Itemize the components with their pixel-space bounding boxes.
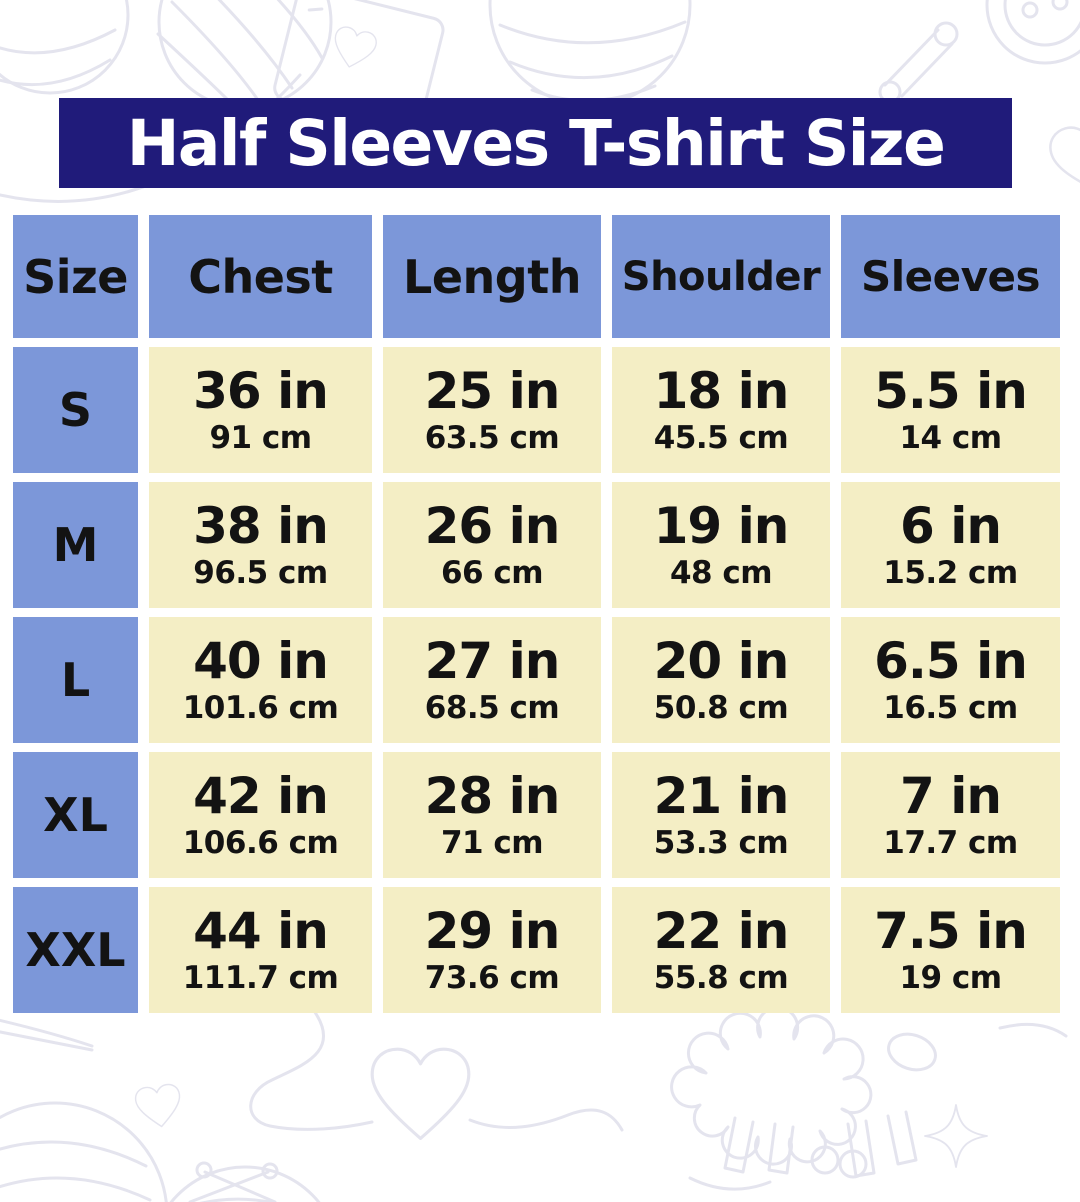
cm-value: 15.2 cm	[883, 555, 1018, 591]
cm-value: 45.5 cm	[653, 420, 789, 456]
yarn-ball-doodle	[156, 0, 333, 110]
cm-value: 48 cm	[669, 555, 773, 591]
yarn-ball-doodle	[488, 0, 692, 107]
cm-value: 50.8 cm	[653, 690, 789, 726]
header-cell-chest: Chest	[149, 215, 372, 338]
measurement-cell: 6.5 in 16.5 cm	[841, 617, 1060, 743]
yarn-loops-doodle	[688, 1145, 868, 1191]
header-cell-size: Size	[13, 215, 138, 338]
cm-value: 66 cm	[440, 555, 544, 591]
inches-value: 18 in	[653, 362, 790, 420]
inches-value: 6.5 in	[874, 632, 1028, 690]
heart-doodle	[1049, 116, 1080, 195]
cm-value: 16.5 cm	[883, 690, 1018, 726]
inches-value: 26 in	[424, 497, 561, 555]
measurement-cell: 18 in 45.5 cm	[612, 347, 830, 473]
yarn-ball-doodle	[0, 1101, 168, 1202]
measurement-cell: 38 in 96.5 cm	[149, 482, 372, 608]
cm-value: 14 cm	[899, 420, 1002, 456]
sheep-doodle	[670, 1006, 937, 1178]
yarn-ball-doodle	[169, 1165, 321, 1202]
cm-value: 73.6 cm	[424, 960, 560, 996]
measurement-cell: 19 in 48 cm	[612, 482, 830, 608]
inches-value: 38 in	[193, 497, 329, 555]
inches-value: 28 in	[424, 767, 561, 825]
cm-value: 101.6 cm	[182, 690, 339, 726]
inches-value: 6 in	[900, 497, 1002, 555]
cm-value: 106.6 cm	[182, 825, 339, 861]
cm-value: 111.7 cm	[182, 960, 339, 996]
measurement-cell: 7 in 17.7 cm	[841, 752, 1060, 878]
size-cell-xxl: XXL	[13, 887, 138, 1013]
button-doodle	[985, 0, 1080, 65]
cm-value: 19 cm	[899, 960, 1002, 996]
size-table: Size Chest Length Shoulder Sleeves S 36 …	[13, 215, 1060, 1013]
measurement-cell: 25 in 63.5 cm	[383, 347, 601, 473]
inches-value: 20 in	[653, 632, 790, 690]
inches-value: 42 in	[193, 767, 329, 825]
inches-value: 5.5 in	[874, 362, 1028, 420]
measurement-cell: 6 in 15.2 cm	[841, 482, 1060, 608]
header-cell-sleeves: Sleeves	[841, 215, 1060, 338]
thread-doodle	[998, 1022, 1068, 1038]
size-cell-xl: XL	[13, 752, 138, 878]
measurement-cell: 20 in 50.8 cm	[612, 617, 830, 743]
measurement-cell: 26 in 66 cm	[383, 482, 601, 608]
inches-value: 7.5 in	[874, 902, 1028, 960]
size-cell-m: M	[13, 482, 138, 608]
measurement-cell: 29 in 73.6 cm	[383, 887, 601, 1013]
measurement-cell: 27 in 68.5 cm	[383, 617, 601, 743]
inches-value: 25 in	[424, 362, 561, 420]
inches-value: 44 in	[193, 902, 329, 960]
measurement-cell: 40 in 101.6 cm	[149, 617, 372, 743]
cm-value: 53.3 cm	[653, 825, 789, 861]
inches-value: 36 in	[193, 362, 329, 420]
title-banner: Half Sleeves T-shirt Size	[59, 98, 1012, 188]
measurement-cell: 7.5 in 19 cm	[841, 887, 1060, 1013]
cm-value: 63.5 cm	[424, 420, 560, 456]
inches-value: 40 in	[193, 632, 329, 690]
cm-value: 71 cm	[440, 825, 544, 861]
needle-doodle	[0, 1018, 94, 1052]
measurement-cell: 21 in 53.3 cm	[612, 752, 830, 878]
page-title: Half Sleeves T-shirt Size	[126, 106, 946, 180]
cm-value: 68.5 cm	[424, 690, 560, 726]
measurement-cell: 28 in 71 cm	[383, 752, 601, 878]
size-cell-l: L	[13, 617, 138, 743]
header-cell-length: Length	[383, 215, 601, 338]
cm-value: 91 cm	[209, 420, 312, 456]
size-cell-s: S	[13, 347, 138, 473]
inches-value: 7 in	[900, 767, 1002, 825]
inches-value: 22 in	[653, 902, 790, 960]
cm-value: 96.5 cm	[193, 555, 328, 591]
thread-heart-doodle	[249, 1006, 624, 1140]
cm-value: 17.7 cm	[883, 825, 1018, 861]
inches-value: 29 in	[424, 902, 561, 960]
inches-value: 19 in	[653, 497, 790, 555]
measurement-cell: 44 in 111.7 cm	[149, 887, 372, 1013]
measurement-cell: 22 in 55.8 cm	[612, 887, 830, 1013]
knitting-needles-doodle	[188, 1161, 279, 1202]
measurement-cell: 36 in 91 cm	[149, 347, 372, 473]
sparkle-doodle	[924, 1104, 988, 1168]
inches-value: 27 in	[424, 632, 561, 690]
cm-value: 55.8 cm	[653, 960, 789, 996]
header-cell-shoulder: Shoulder	[612, 215, 830, 338]
measurement-cell: 42 in 106.6 cm	[149, 752, 372, 878]
measurement-cell: 5.5 in 14 cm	[841, 347, 1060, 473]
safety-pin-doodle	[878, 21, 959, 104]
heart-doodle	[134, 1083, 181, 1128]
inches-value: 21 in	[653, 767, 790, 825]
